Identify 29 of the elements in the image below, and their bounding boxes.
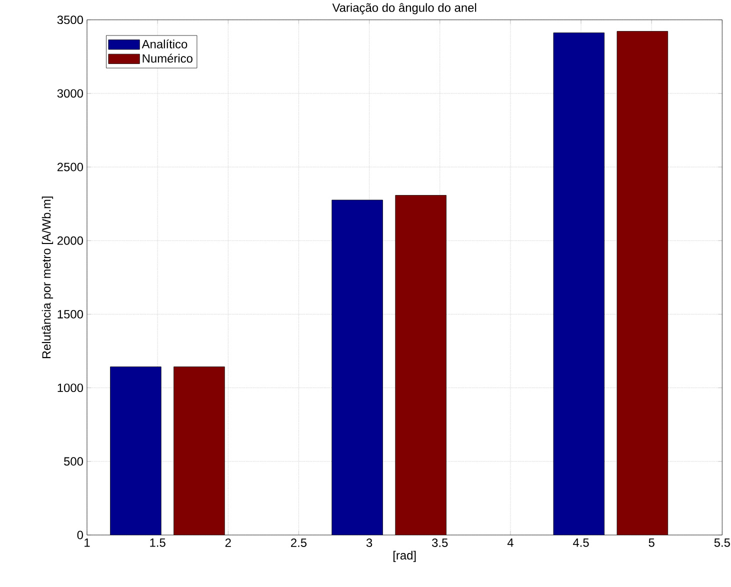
y-tick-label: 3000 <box>57 89 84 98</box>
bar <box>395 195 446 535</box>
chart-title: Variação do ângulo do anel <box>332 3 476 14</box>
bar <box>332 200 383 535</box>
y-tick-label: 3500 <box>57 16 84 24</box>
x-tick-label: 1 <box>84 538 90 547</box>
bar <box>174 366 225 535</box>
x-tick-label: 1.5 <box>150 538 166 547</box>
x-tick-label: 3 <box>366 538 372 547</box>
x-tick-label: 3.5 <box>432 538 448 547</box>
x-tick-label: 2.5 <box>291 538 307 547</box>
y-tick-label: 1000 <box>58 384 84 392</box>
x-tick-label: 5 <box>648 538 654 547</box>
bar <box>110 366 162 535</box>
y-tick-label: 2500 <box>57 162 84 172</box>
y-tick-label: 1500 <box>58 310 84 318</box>
x-tick-label: 4 <box>507 538 514 547</box>
x-tick-label: 2 <box>225 538 231 547</box>
x-tick-label: 5.5 <box>714 538 730 547</box>
x-tick-label: 4.5 <box>572 538 589 547</box>
y-tick-label: 500 <box>64 457 84 466</box>
y-axis-title: Relutância por metro [A/Wb.m] <box>42 196 54 358</box>
legend-label: Numérico <box>142 54 192 63</box>
y-tick-label: 0 <box>77 530 84 540</box>
y-tick-label: 2000 <box>57 236 84 245</box>
legend-label: Analítico <box>142 39 188 48</box>
x-axis-title: [rad] <box>393 550 416 562</box>
bar <box>616 31 668 535</box>
bar <box>553 32 605 535</box>
